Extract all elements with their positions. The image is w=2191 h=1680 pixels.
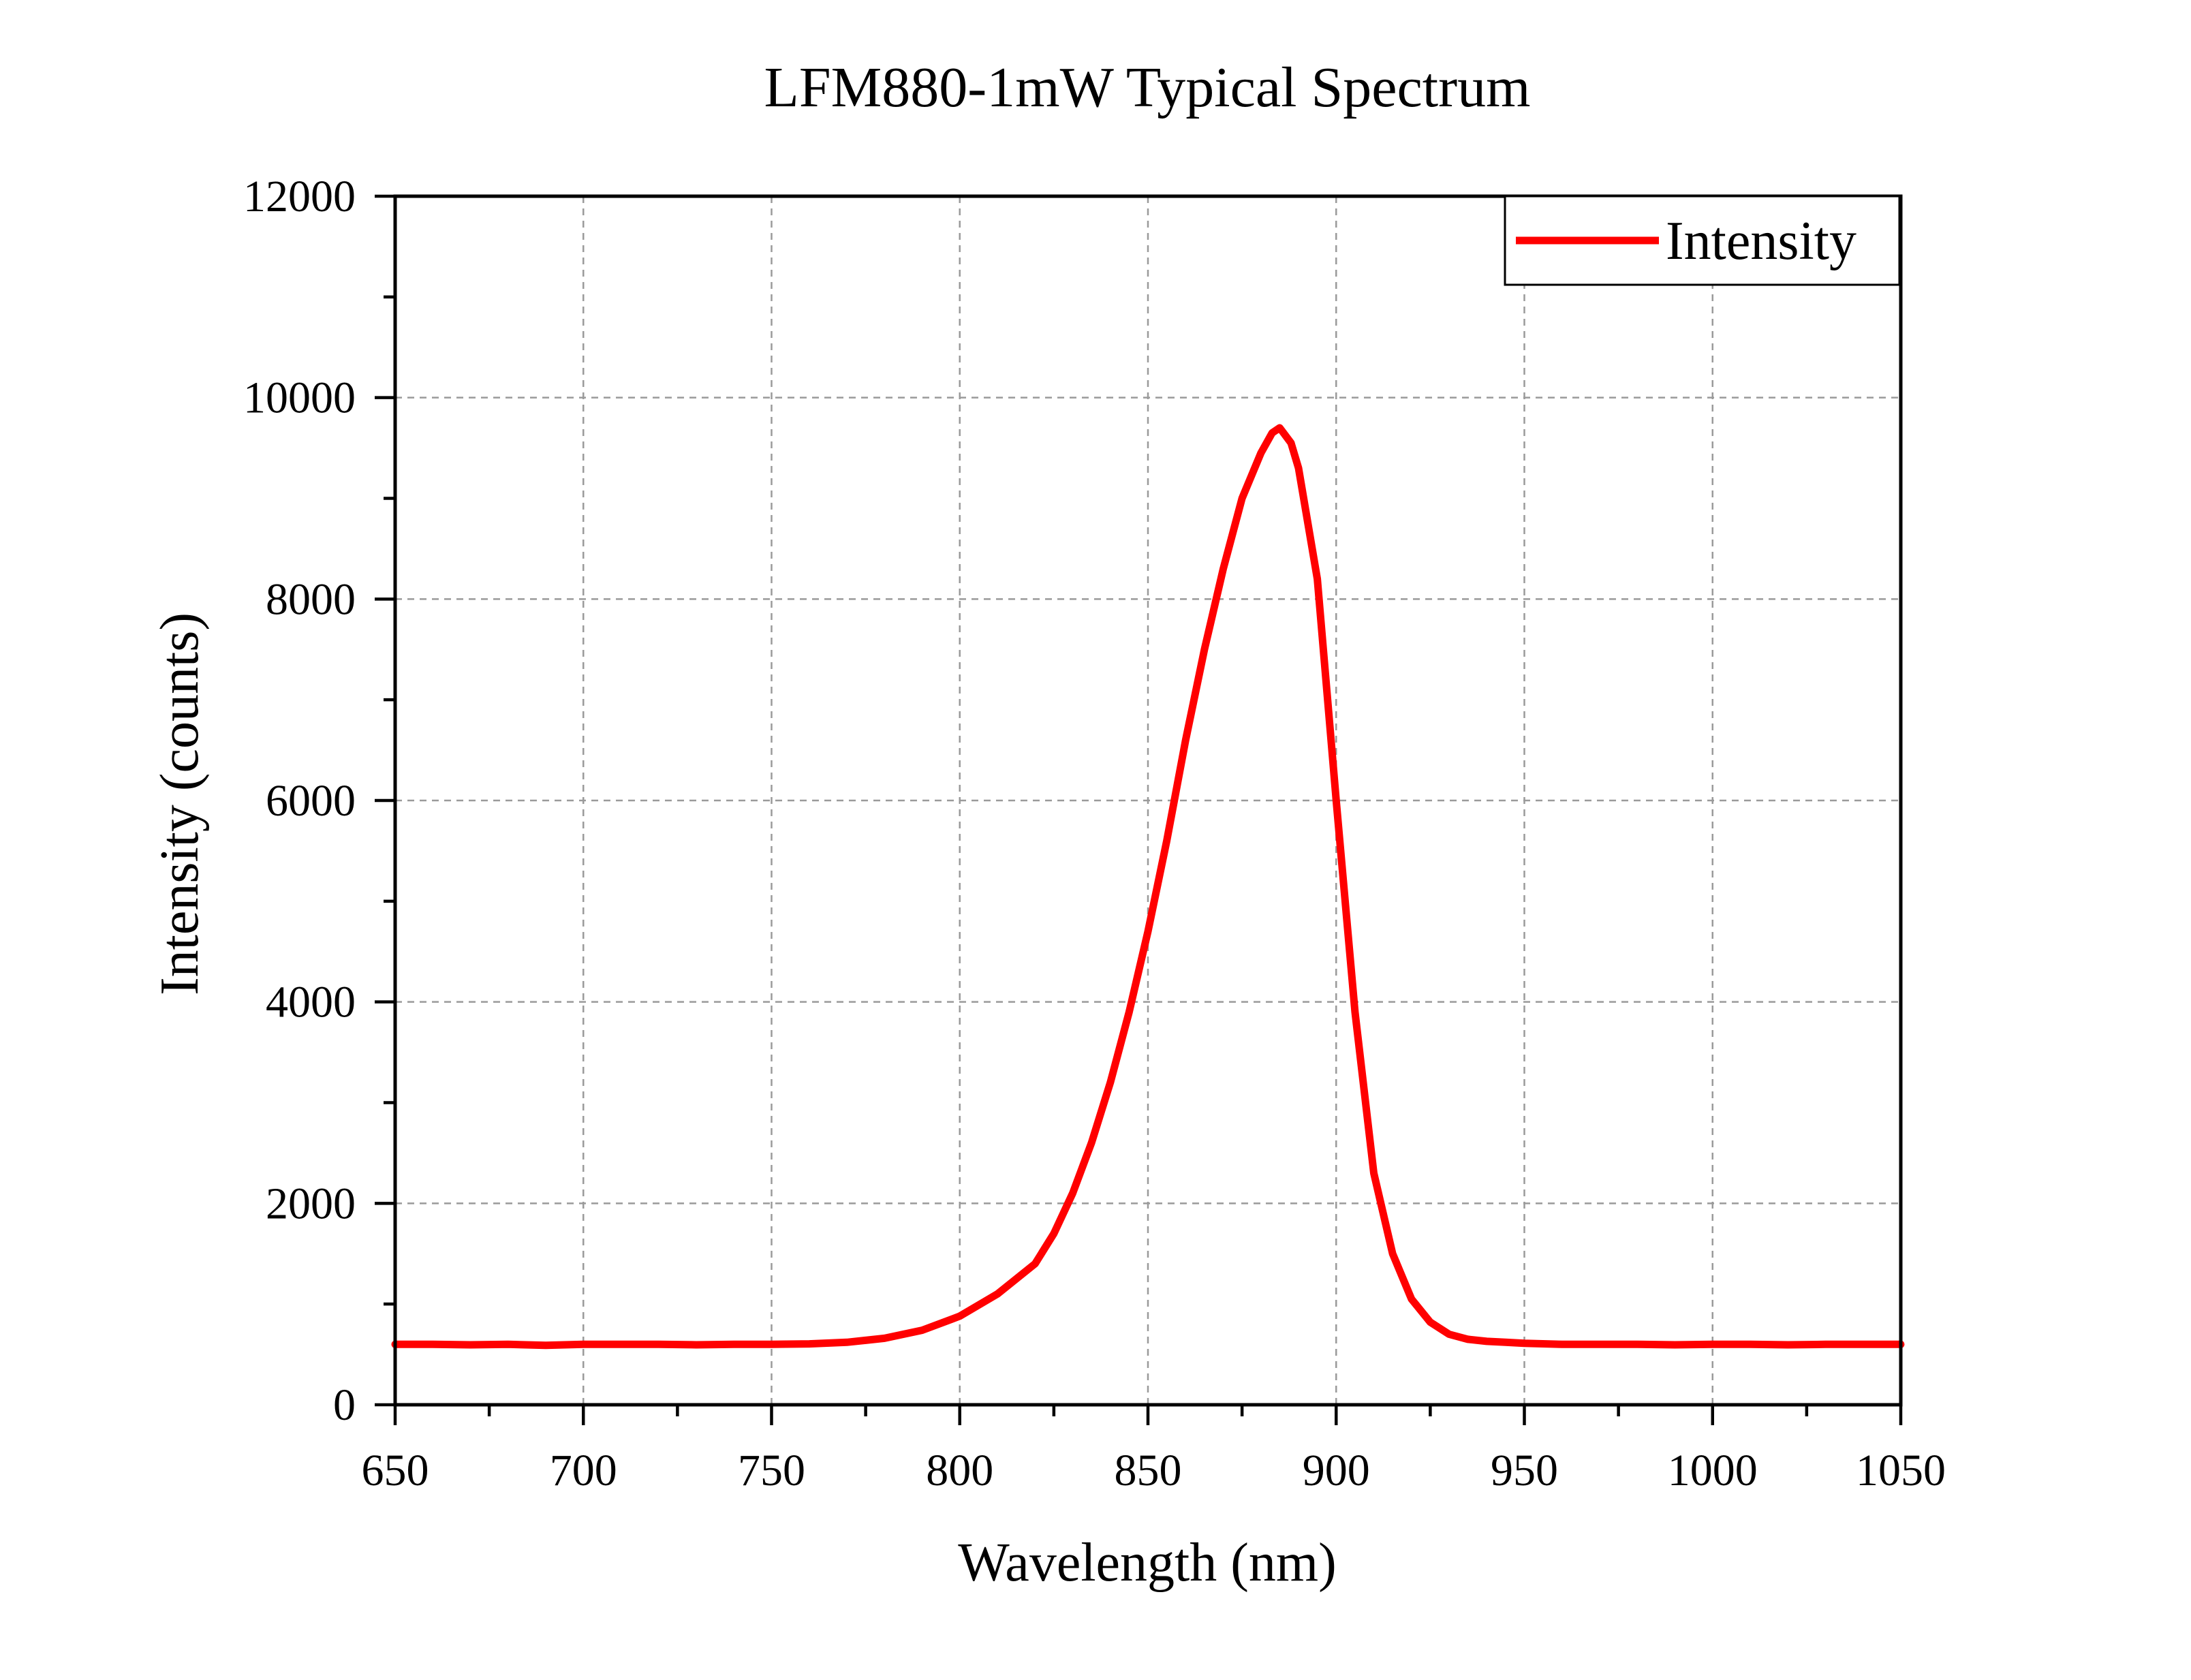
y-tick-label: 10000 [243,373,356,423]
x-tick-label: 750 [738,1446,805,1495]
x-tick-label: 1000 [1668,1446,1758,1495]
y-tick-label: 0 [333,1380,356,1430]
plot-area [391,424,1905,1350]
y-axis-title: Intensity (counts) [150,612,210,995]
x-tick-label: 800 [926,1446,993,1495]
x-tick-label: 1050 [1856,1446,1946,1495]
grid-lines [395,196,1901,1405]
series-line-intensity [391,424,1905,1350]
x-tick-label: 850 [1115,1446,1182,1495]
x-tick-label: 700 [550,1446,617,1495]
y-tick-label: 4000 [266,978,356,1027]
y-tick-label: 6000 [266,776,356,826]
y-tick-label: 12000 [243,172,356,221]
x-tick-label: 950 [1491,1446,1558,1495]
chart-title: LFM880-1mW Typical Spectrum [764,56,1531,119]
y-axis: 0 2000 4000 6000 8000 10000 12000 [243,172,395,1430]
y-tick-label: 8000 [266,574,356,624]
legend-label: Intensity [1666,211,1856,271]
x-axis-title: Wavelength (nm) [958,1533,1337,1593]
legend: Intensity [1504,195,1901,286]
y-tick-label: 2000 [266,1179,356,1228]
x-tick-label: 650 [362,1446,429,1495]
x-axis: 650 700 750 800 850 900 950 1000 1050 [362,1405,1946,1495]
x-tick-label: 900 [1303,1446,1370,1495]
